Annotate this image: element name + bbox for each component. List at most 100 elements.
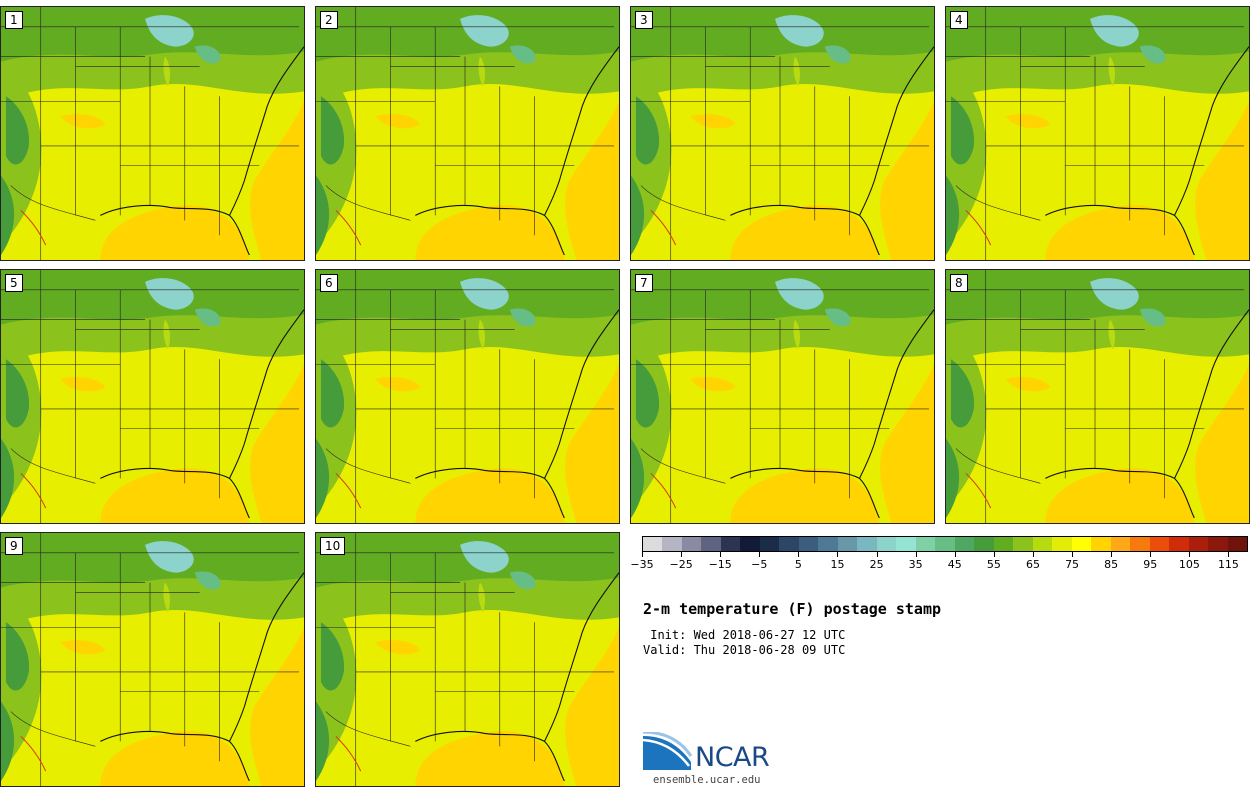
temperature-colorbar [642, 536, 1248, 552]
colorbar-swatch [681, 537, 702, 551]
colorbar-tick-mark [993, 552, 995, 557]
temperature-map [316, 533, 619, 786]
ensemble-member-panel: 5 [0, 269, 305, 524]
colorbar-tick-mark [876, 552, 878, 557]
temperature-map [316, 270, 619, 523]
colorbar-swatch [915, 537, 936, 551]
colorbar-swatch [896, 537, 916, 551]
colorbar-tick-label: 65 [1025, 558, 1040, 571]
colorbar-swatch [876, 537, 897, 551]
colorbar-swatch [1052, 537, 1072, 551]
colorbar-tick-label: −5 [751, 558, 768, 571]
colorbar-swatch [701, 537, 721, 551]
colorbar-swatch [779, 537, 799, 551]
colorbar-tick-mark [1228, 552, 1230, 557]
valid-time: Valid: Thu 2018-06-28 09 UTC [643, 643, 846, 657]
colorbar-tick-mark [798, 552, 800, 557]
member-number-label: 3 [635, 11, 653, 29]
colorbar-swatch [1110, 537, 1131, 551]
colorbar-swatch [662, 537, 682, 551]
colorbar-swatch [720, 537, 741, 551]
colorbar-tick-mark [1072, 552, 1074, 557]
temperature-map [631, 270, 934, 523]
temperature-map [946, 270, 1249, 523]
colorbar-tick-label: −35 [630, 558, 654, 571]
colorbar-swatch [1130, 537, 1150, 551]
colorbar-tick-label: 45 [947, 558, 962, 571]
temperature-map [1, 7, 304, 260]
colorbar-tick-label: 95 [1143, 558, 1158, 571]
colorbar-swatch [740, 537, 760, 551]
colorbar-tick-label: −15 [708, 558, 732, 571]
colorbar-swatch [837, 537, 858, 551]
colorbar-swatch [1013, 537, 1033, 551]
member-number-label: 5 [5, 274, 23, 292]
colorbar-swatch [974, 537, 994, 551]
colorbar-tick-mark [720, 552, 722, 557]
colorbar-tick-mark [681, 552, 683, 557]
colorbar-swatch [798, 537, 819, 551]
colorbar-swatch [1208, 537, 1228, 551]
colorbar-tick-label: 75 [1065, 558, 1080, 571]
colorbar-tick-mark [1032, 552, 1034, 557]
ensemble-url: ensemble.ucar.edu [653, 774, 761, 786]
member-number-label: 8 [950, 274, 968, 292]
ncar-logo-mark-icon [643, 732, 693, 770]
colorbar-swatch [1188, 537, 1209, 551]
ensemble-member-panel: 10 [315, 532, 620, 787]
colorbar-tick-label: 85 [1104, 558, 1119, 571]
member-number-label: 2 [320, 11, 338, 29]
temperature-map [316, 7, 619, 260]
colorbar-tick-mark [954, 552, 956, 557]
colorbar-swatch [818, 537, 838, 551]
colorbar-swatch [1091, 537, 1111, 551]
colorbar-tick-label: 25 [869, 558, 884, 571]
colorbar-tick-mark [837, 552, 839, 557]
temperature-map [631, 7, 934, 260]
colorbar-swatch [993, 537, 1014, 551]
ensemble-member-panel: 8 [945, 269, 1250, 524]
colorbar-swatch [954, 537, 975, 551]
member-number-label: 1 [5, 11, 23, 29]
colorbar-swatch [1227, 537, 1248, 551]
temperature-map [1, 533, 304, 786]
ensemble-member-panel: 1 [0, 6, 305, 261]
colorbar-swatch [643, 537, 663, 551]
member-number-label: 4 [950, 11, 968, 29]
ensemble-member-panel: 2 [315, 6, 620, 261]
colorbar-ticks: −35 −25 −15 −5 5 15 25 35 45 55 65 75 85 95 105 115 [630, 552, 1248, 576]
ensemble-member-panel: 6 [315, 269, 620, 524]
ensemble-member-panel: 7 [630, 269, 935, 524]
ensemble-member-panel: 3 [630, 6, 935, 261]
colorbar-swatch [1071, 537, 1092, 551]
colorbar-tick-label: 115 [1217, 558, 1239, 571]
temperature-map [946, 7, 1249, 260]
colorbar-tick-mark [915, 552, 917, 557]
colorbar-tick-mark [759, 552, 761, 557]
member-number-label: 10 [320, 537, 346, 555]
member-number-label: 9 [5, 537, 23, 555]
colorbar-tick-mark [1150, 552, 1152, 557]
init-time: Init: Wed 2018-06-27 12 UTC [643, 628, 846, 642]
ensemble-member-panel: 9 [0, 532, 305, 787]
colorbar-tick-label: 105 [1178, 558, 1200, 571]
ncar-wordmark: NCAR [695, 742, 770, 773]
member-number-label: 7 [635, 274, 653, 292]
ensemble-member-panel: 4 [945, 6, 1250, 261]
colorbar-tick-mark [1189, 552, 1191, 557]
colorbar-tick-label: 35 [908, 558, 923, 571]
colorbar-tick-label: 5 [794, 558, 802, 571]
temperature-map [1, 270, 304, 523]
colorbar-swatch [857, 537, 877, 551]
colorbar-swatch [1032, 537, 1053, 551]
colorbar-swatch [1149, 537, 1170, 551]
colorbar-swatch [935, 537, 955, 551]
ncar-logo: NCAR ensemble.ucar.edu [643, 732, 803, 786]
member-number-label: 6 [320, 274, 338, 292]
colorbar-tick-label: 55 [986, 558, 1001, 571]
colorbar-tick-mark [1111, 552, 1113, 557]
plot-title: 2-m temperature (F) postage stamp [643, 600, 942, 618]
colorbar-tick-label: 15 [830, 558, 845, 571]
colorbar-tick-mark [642, 552, 643, 557]
colorbar-tick-label: −25 [669, 558, 693, 571]
